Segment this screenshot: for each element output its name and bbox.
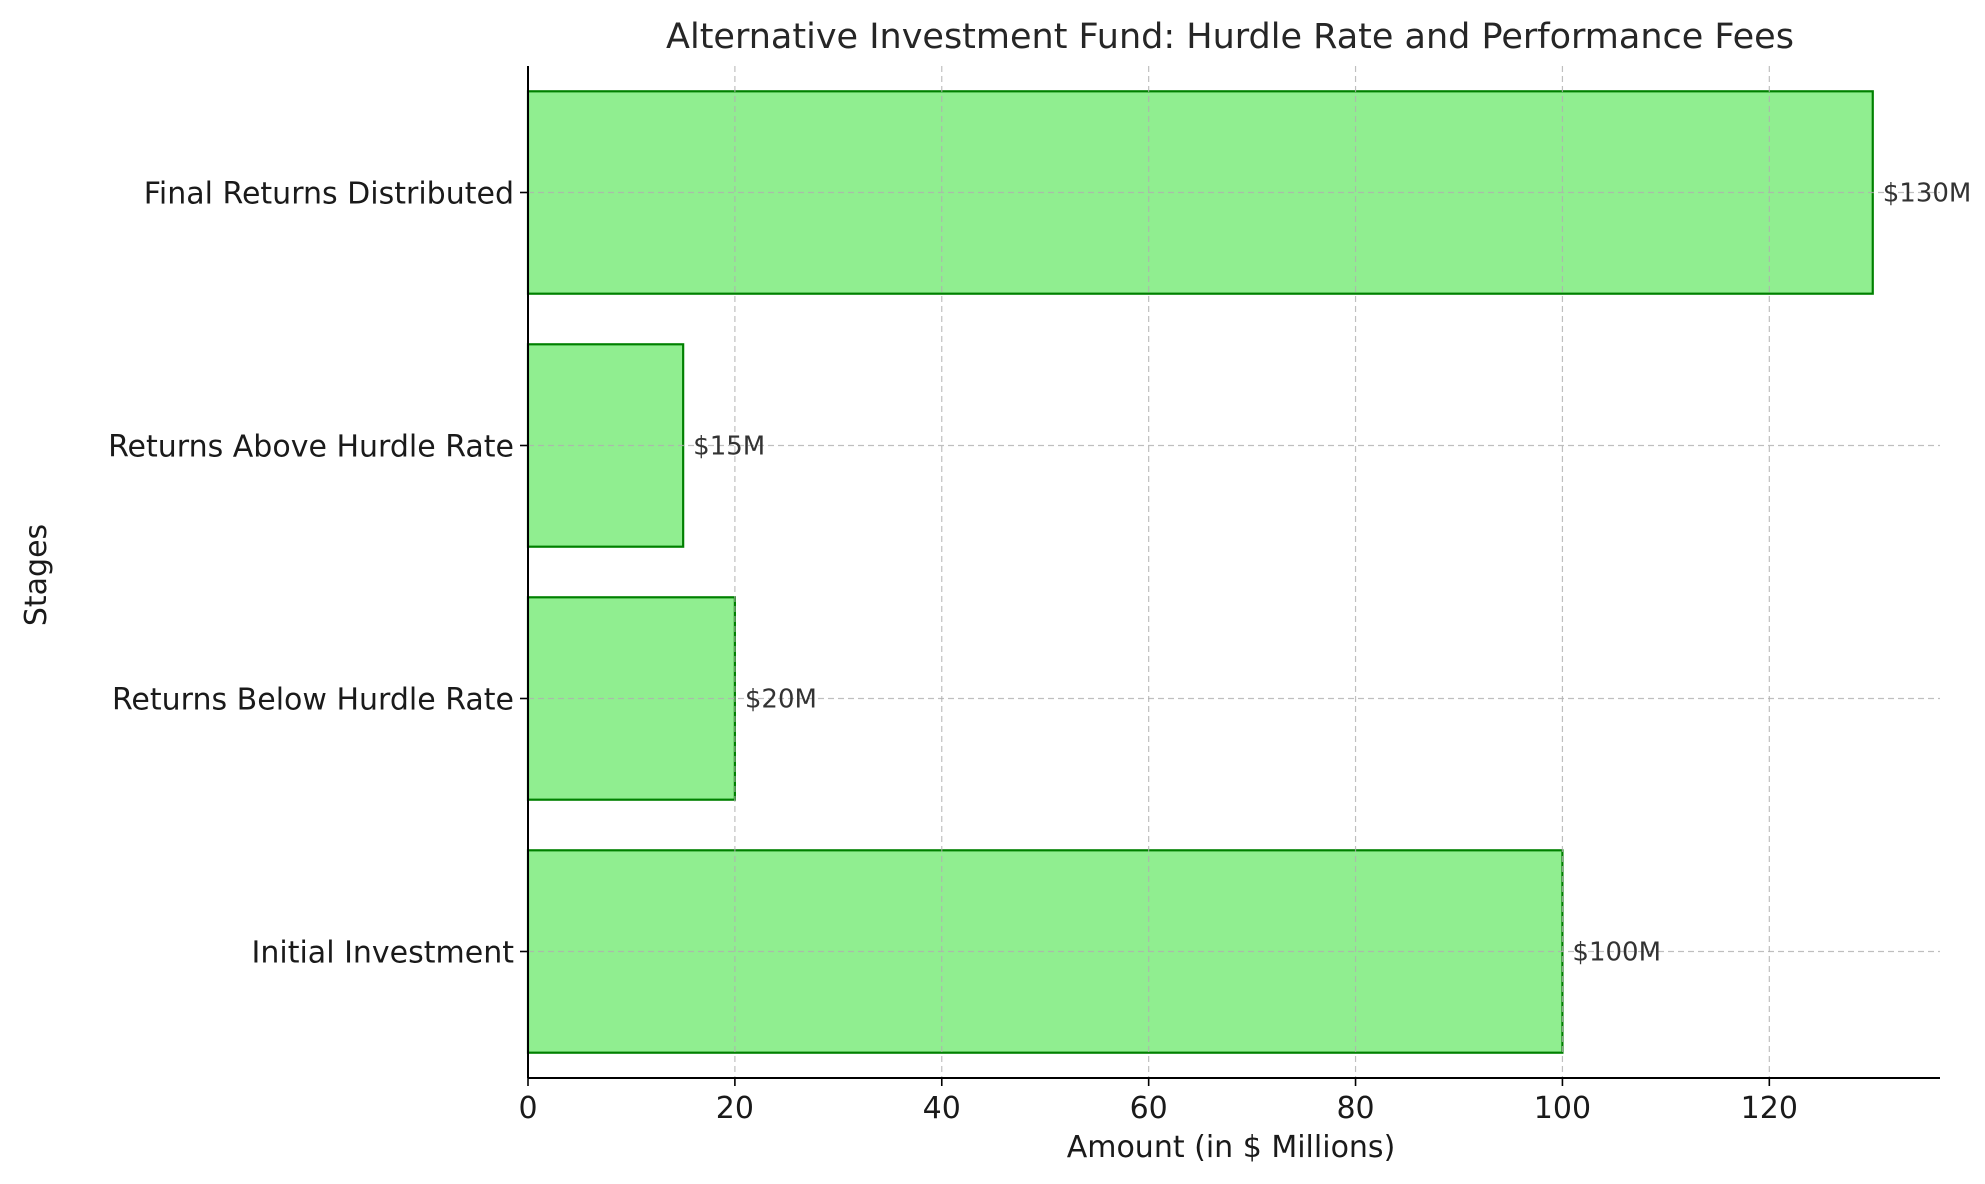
ticks: 0 20 40 60 80 100 120 Initial Investment Returns…	[108, 177, 1798, 1127]
bar-value-label: $15M	[693, 432, 765, 462]
x-tick-label: 80	[1336, 1091, 1374, 1126]
bars	[526, 90, 1874, 1054]
bar-value-label: $20M	[745, 685, 817, 715]
y-tick-label: Returns Above Hurdle Rate	[108, 430, 514, 465]
x-tick-label: 20	[716, 1091, 754, 1126]
y-axis-label: Stages	[19, 524, 54, 626]
x-tick-label: 0	[518, 1091, 537, 1126]
bar-value-label: $130M	[1883, 179, 1972, 209]
y-tick-label: Final Returns Distributed	[144, 177, 514, 212]
x-tick-label: 40	[923, 1091, 961, 1126]
axes	[527, 66, 1940, 1079]
x-axis-label: Amount (in $ Millions)	[1067, 1130, 1396, 1165]
y-tick-label: Initial Investment	[252, 936, 515, 971]
y-tick-label: Returns Below Hurdle Rate	[112, 683, 514, 718]
x-tick-label: 120	[1741, 1091, 1798, 1126]
data-labels: $100M $20M $15M $130M	[693, 179, 1971, 968]
bar-value-label: $100M	[1572, 938, 1661, 968]
x-tick-label: 100	[1534, 1091, 1591, 1126]
x-tick-label: 60	[1130, 1091, 1168, 1126]
chart-title: Alternative Investment Fund: Hurdle Rate…	[666, 17, 1794, 57]
